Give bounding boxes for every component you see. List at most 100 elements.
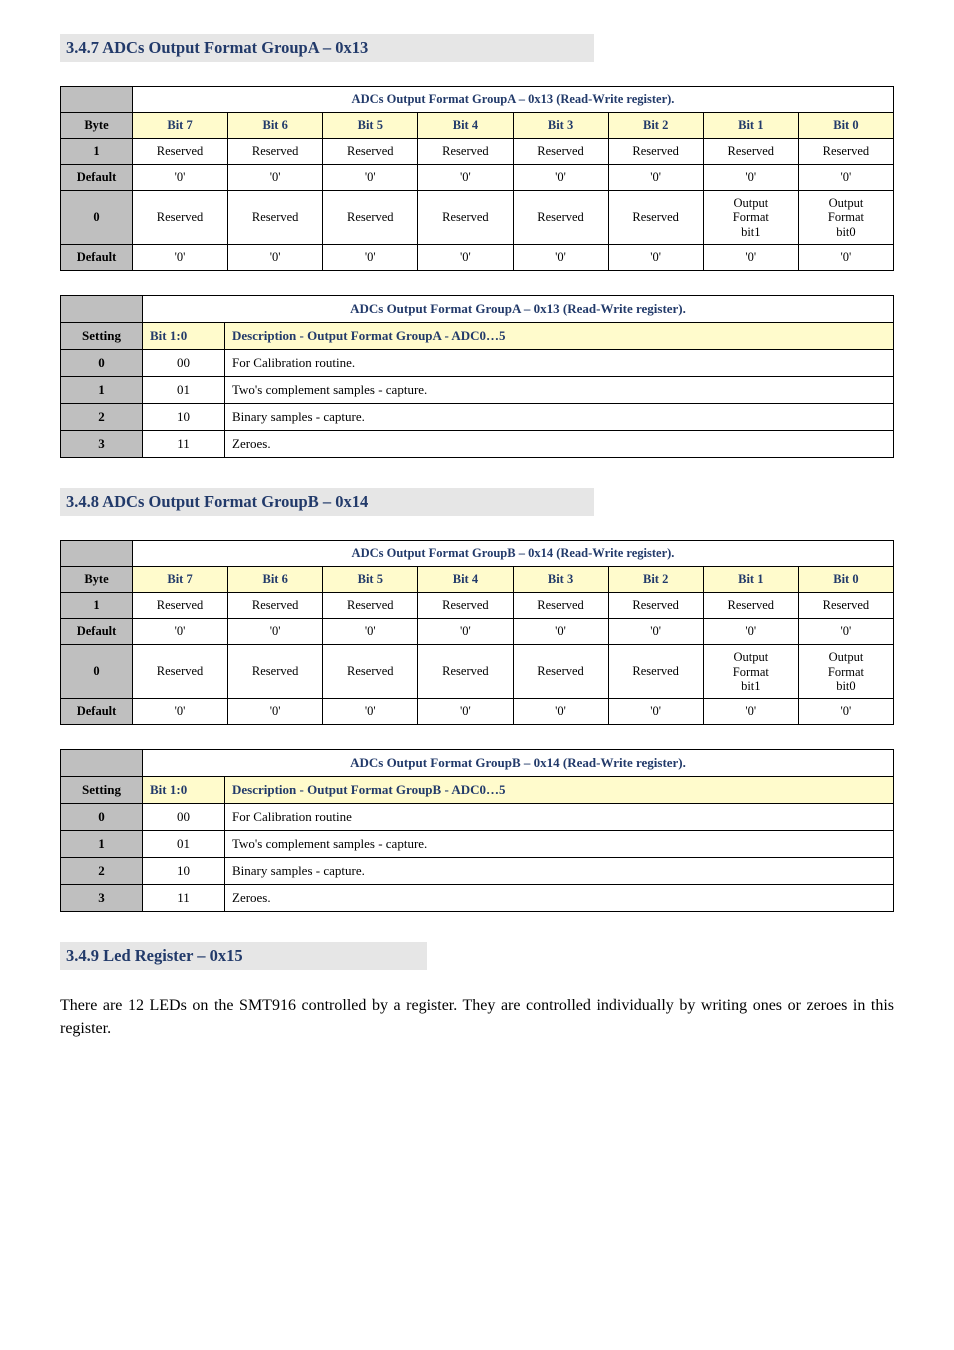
bit-cell: Reserved <box>133 139 228 165</box>
bit-header: Bit 0 <box>798 567 893 593</box>
bit-cell: '0' <box>323 165 418 191</box>
settings-table-groupa: ADCs Output Format GroupA – 0x13 (Read-W… <box>60 295 894 458</box>
bit-value: 10 <box>143 858 225 885</box>
setting-row: 1 <box>61 377 143 404</box>
bit-cell: '0' <box>608 245 703 271</box>
bit-header: Bit 7 <box>133 113 228 139</box>
bit-cell: Reserved <box>323 139 418 165</box>
setting-row: 0 <box>61 350 143 377</box>
bit-cell: '0' <box>513 699 608 725</box>
setting-row: 3 <box>61 885 143 912</box>
bit-cell: '0' <box>133 165 228 191</box>
description-cell: Zeroes. <box>225 885 894 912</box>
bit-value: 11 <box>143 431 225 458</box>
bit-cell: '0' <box>608 619 703 645</box>
bit-header: Bit 3 <box>513 567 608 593</box>
bit-cell: '0' <box>228 165 323 191</box>
bit10-header: Bit 1:0 <box>143 777 225 804</box>
bit-cell: '0' <box>418 699 513 725</box>
bit-cell: '0' <box>608 699 703 725</box>
bit-cell: Reserved <box>418 645 513 699</box>
bit-header: Bit 6 <box>228 113 323 139</box>
bit-cell: '0' <box>513 165 608 191</box>
description-header: Description - Output Format GroupB - ADC… <box>225 777 894 804</box>
byte-header: Byte <box>61 113 133 139</box>
default-row-label: Default <box>61 699 133 725</box>
bit-cell: '0' <box>228 699 323 725</box>
bit-cell: '0' <box>703 245 798 271</box>
table-title: ADCs Output Format GroupB – 0x14 (Read-W… <box>133 541 894 567</box>
setting-header: Setting <box>61 777 143 804</box>
bit-cell: Reserved <box>323 593 418 619</box>
bit-header: Bit 6 <box>228 567 323 593</box>
setting-header: Setting <box>61 323 143 350</box>
default-row-label: Default <box>61 245 133 271</box>
bit-cell: '0' <box>798 619 893 645</box>
bit-value: 00 <box>143 804 225 831</box>
setting-row: 2 <box>61 858 143 885</box>
bit-cell: OutputFormatbit0 <box>798 191 893 245</box>
bit-cell: Reserved <box>228 593 323 619</box>
byte-row-label: 1 <box>61 139 133 165</box>
bit-value: 00 <box>143 350 225 377</box>
bit-header: Bit 1 <box>703 567 798 593</box>
setting-row: 3 <box>61 431 143 458</box>
bit-cell: Reserved <box>133 191 228 245</box>
bit-cell: Reserved <box>133 645 228 699</box>
corner-cell <box>61 541 133 567</box>
description-cell: For Calibration routine. <box>225 350 894 377</box>
bit-cell: Reserved <box>513 645 608 699</box>
bit-cell: '0' <box>133 699 228 725</box>
byte-row-label: 1 <box>61 593 133 619</box>
bit-cell: '0' <box>703 165 798 191</box>
bit-cell: Reserved <box>418 191 513 245</box>
description-cell: Binary samples - capture. <box>225 404 894 431</box>
bit-header: Bit 4 <box>418 113 513 139</box>
default-row-label: Default <box>61 165 133 191</box>
bit-cell: '0' <box>513 619 608 645</box>
bit-cell: Reserved <box>703 593 798 619</box>
bit-value: 10 <box>143 404 225 431</box>
bit-value: 01 <box>143 377 225 404</box>
bit-cell: Reserved <box>133 593 228 619</box>
bit-cell: '0' <box>133 245 228 271</box>
section-heading: 3.4.8 ADCs Output Format GroupB – 0x14 <box>60 488 594 516</box>
bit-cell: Reserved <box>418 593 513 619</box>
bit-cell: Reserved <box>323 191 418 245</box>
corner-cell <box>61 87 133 113</box>
bit-cell: '0' <box>703 699 798 725</box>
bit-header: Bit 0 <box>798 113 893 139</box>
bit-cell: Reserved <box>608 139 703 165</box>
bit-value: 11 <box>143 885 225 912</box>
bit-cell: Reserved <box>798 593 893 619</box>
corner-cell <box>61 296 143 323</box>
bit-header: Bit 5 <box>323 113 418 139</box>
section-heading: 3.4.7 ADCs Output Format GroupA – 0x13 <box>60 34 594 62</box>
bit-header: Bit 5 <box>323 567 418 593</box>
bit-cell: '0' <box>798 165 893 191</box>
description-cell: Two's complement samples - capture. <box>225 377 894 404</box>
bit-cell: '0' <box>703 619 798 645</box>
bit-cell: '0' <box>418 245 513 271</box>
bit-cell: '0' <box>323 245 418 271</box>
bit-cell: Reserved <box>228 645 323 699</box>
settings-table-groupb: ADCs Output Format GroupB – 0x14 (Read-W… <box>60 749 894 912</box>
bit-cell: '0' <box>323 699 418 725</box>
bit-header: Bit 1 <box>703 113 798 139</box>
bit-cell: '0' <box>608 165 703 191</box>
corner-cell <box>61 750 143 777</box>
bit-cell: Reserved <box>798 139 893 165</box>
setting-row: 1 <box>61 831 143 858</box>
bit-header: Bit 2 <box>608 567 703 593</box>
register-table-groupb: ADCs Output Format GroupB – 0x14 (Read-W… <box>60 540 894 725</box>
byte-row-label: 0 <box>61 191 133 245</box>
setting-row: 2 <box>61 404 143 431</box>
table-title: ADCs Output Format GroupA – 0x13 (Read-W… <box>143 296 894 323</box>
led-paragraph: There are 12 LEDs on the SMT916 controll… <box>60 994 894 1040</box>
table-title: ADCs Output Format GroupA – 0x13 (Read-W… <box>133 87 894 113</box>
section-heading: 3.4.9 Led Register – 0x15 <box>60 942 427 970</box>
bit-cell: Reserved <box>228 139 323 165</box>
bit-cell: Reserved <box>513 139 608 165</box>
bit-cell: '0' <box>323 619 418 645</box>
byte-row-label: 0 <box>61 645 133 699</box>
